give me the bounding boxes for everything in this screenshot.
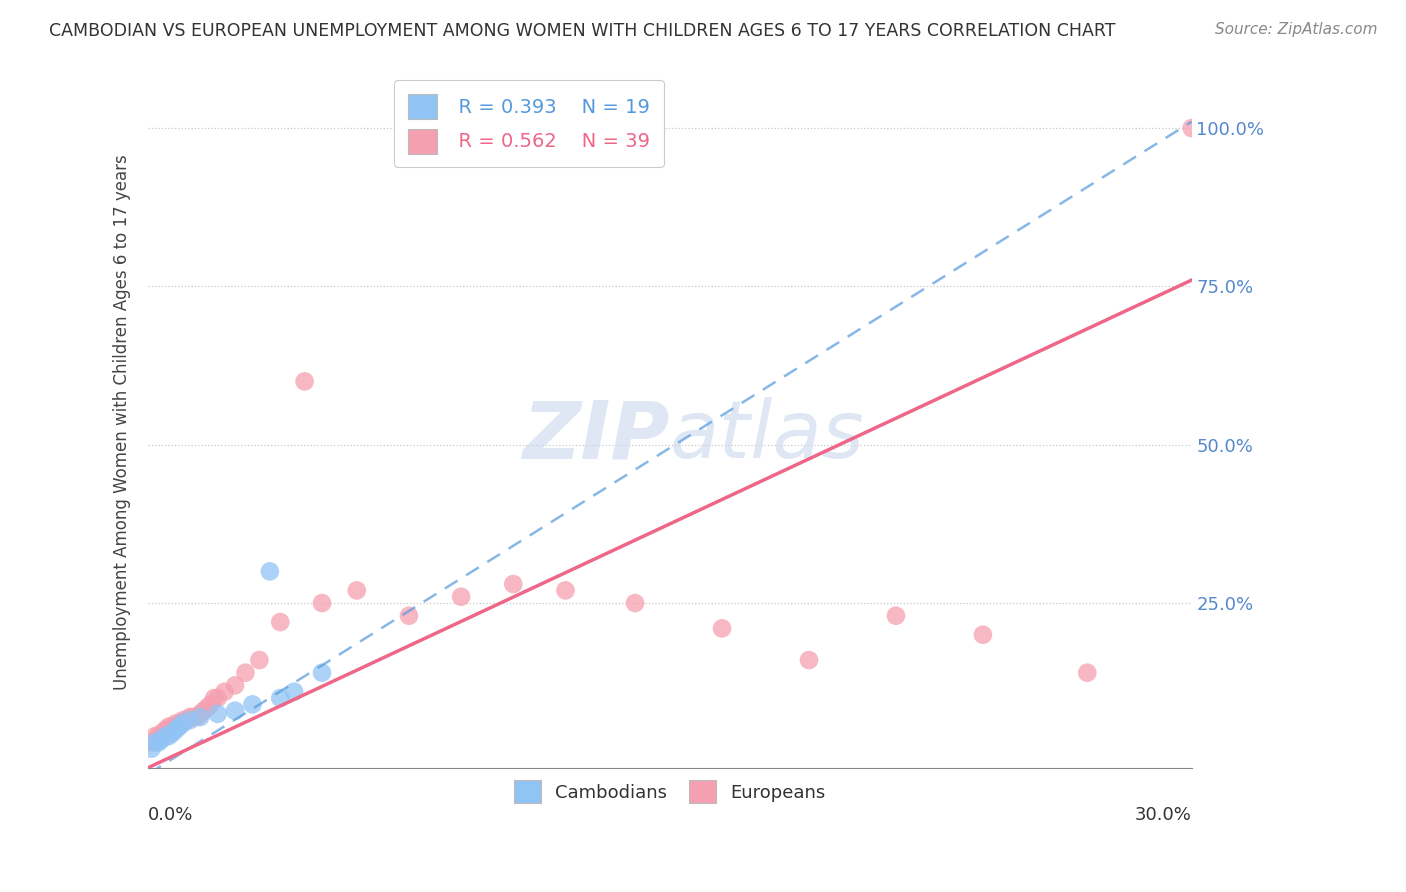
Point (172, 713, 194, 727)
Point (150, 732, 173, 747)
Point (172, 716, 194, 731)
Point (884, 608, 907, 623)
Point (259, 565, 281, 579)
Point (195, 700, 218, 714)
Point (269, 615, 291, 629)
Point (242, 698, 264, 712)
Point (176, 713, 198, 727)
Point (1181, 121, 1204, 136)
Point (1076, 665, 1098, 680)
Point (311, 665, 333, 680)
Point (247, 653, 270, 667)
Point (207, 706, 229, 721)
Point (311, 596, 333, 610)
Point (398, 608, 420, 623)
Point (207, 691, 229, 706)
Point (155, 723, 177, 737)
Point (148, 729, 170, 743)
Text: 30.0%: 30.0% (1135, 805, 1192, 823)
Point (150, 726, 173, 740)
Point (346, 583, 368, 598)
Point (235, 665, 257, 680)
Point (155, 729, 177, 743)
Point (200, 698, 222, 712)
Point (972, 628, 994, 642)
Point (224, 678, 246, 692)
Point (157, 729, 180, 743)
Point (141, 741, 163, 756)
Point (797, 653, 820, 667)
Text: ZIP: ZIP (523, 397, 669, 475)
Point (224, 704, 246, 718)
Point (502, 577, 524, 591)
Point (283, 684, 305, 698)
Point (711, 621, 734, 635)
Point (202, 691, 225, 706)
Y-axis label: Unemployment Among Women with Children Ages 6 to 17 years: Unemployment Among Women with Children A… (114, 154, 131, 690)
Point (188, 706, 211, 721)
Point (294, 375, 316, 389)
Point (141, 735, 163, 749)
Point (214, 684, 236, 698)
Point (165, 716, 187, 731)
Point (188, 710, 211, 724)
Point (162, 726, 184, 740)
Point (162, 720, 184, 734)
Point (148, 735, 170, 749)
Text: atlas: atlas (669, 397, 865, 475)
Point (157, 720, 180, 734)
Point (186, 710, 208, 724)
Point (179, 713, 201, 727)
Legend: Cambodians, Europeans: Cambodians, Europeans (506, 772, 832, 811)
Point (143, 735, 166, 749)
Point (193, 704, 215, 718)
Text: 0.0%: 0.0% (148, 805, 194, 823)
Point (269, 691, 291, 706)
Point (624, 596, 647, 610)
Point (143, 729, 166, 743)
Point (169, 716, 191, 731)
Point (554, 583, 576, 598)
Point (165, 723, 187, 737)
Text: Source: ZipAtlas.com: Source: ZipAtlas.com (1215, 22, 1378, 37)
Point (169, 720, 191, 734)
Point (450, 590, 472, 604)
Text: CAMBODIAN VS EUROPEAN UNEMPLOYMENT AMONG WOMEN WITH CHILDREN AGES 6 TO 17 YEARS : CAMBODIAN VS EUROPEAN UNEMPLOYMENT AMONG… (49, 22, 1116, 40)
Point (179, 710, 201, 724)
Point (181, 710, 204, 724)
